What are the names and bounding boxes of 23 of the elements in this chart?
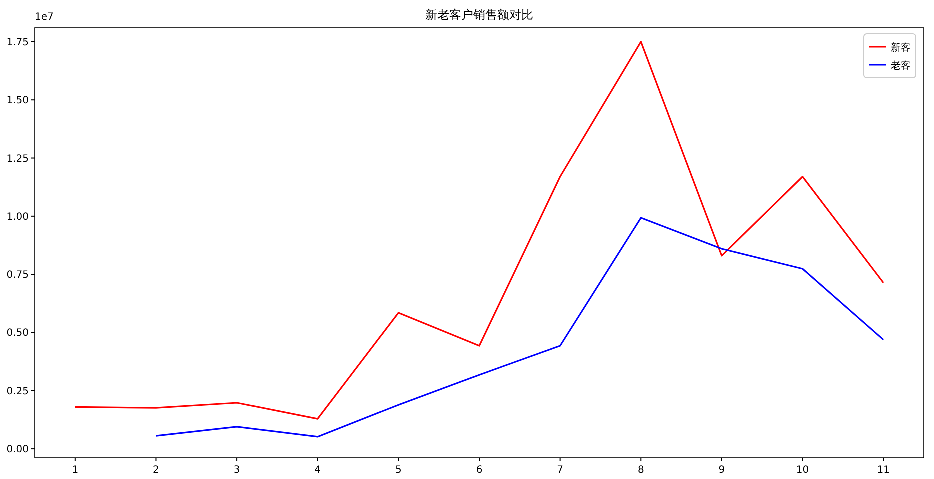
- legend-label: 老客: [891, 60, 911, 72]
- x-tick-label: 10: [796, 465, 810, 476]
- y-tick-label: 1.75: [6, 37, 29, 48]
- x-tick-label: 7: [557, 465, 564, 476]
- x-tick-label: 4: [314, 465, 322, 476]
- x-tick-label: 3: [234, 465, 240, 476]
- x-tick-label: 5: [395, 465, 402, 476]
- y-tick-label: 0.25: [6, 386, 29, 398]
- y-tick-label: 0.75: [6, 270, 29, 282]
- y-tick-label: 0.00: [6, 444, 29, 456]
- chart-title: 新老客户销售额对比: [426, 8, 534, 22]
- y-tick-label: 0.50: [6, 328, 29, 340]
- y-tick-label: 1.00: [6, 212, 29, 223]
- y-tick-label: 1.25: [6, 154, 29, 165]
- x-tick-label: 11: [877, 465, 890, 476]
- x-tick-label: 8: [638, 465, 644, 476]
- x-tick-label: 1: [72, 465, 79, 476]
- x-tick-label: 2: [153, 465, 160, 476]
- legend-label: 新客: [891, 42, 911, 54]
- text: 1e7: [35, 12, 54, 23]
- x-tick-label: 6: [476, 465, 483, 476]
- y-tick-label: 1.50: [6, 96, 29, 107]
- x-tick-label: 9: [718, 465, 726, 476]
